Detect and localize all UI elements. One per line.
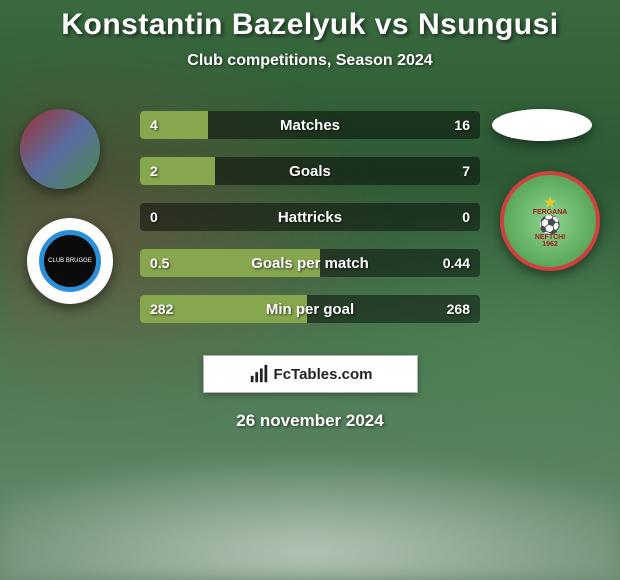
stat-row: 282Min per goal268 <box>140 295 480 323</box>
player-photo-left <box>20 109 100 189</box>
stat-value-right: 16 <box>444 111 480 139</box>
brand-text: FcTables.com <box>274 366 373 383</box>
player-photo-right <box>492 109 592 141</box>
stat-row: 0.5Goals per match0.44 <box>140 249 480 277</box>
stat-value-right: 0.44 <box>433 249 480 277</box>
stat-label: Hattricks <box>140 203 480 231</box>
ball-icon: ⚽ <box>539 216 561 234</box>
club-badge-left-inner: CLUB BRUGGE <box>39 230 101 292</box>
date-text: 26 november 2024 <box>0 411 620 431</box>
page-title: Konstantin Bazelyuk vs Nsungusi <box>0 8 620 42</box>
club-badge-right: ★ FERGANA ⚽ NEFTCHI 1962 <box>500 171 600 271</box>
stat-value-right: 7 <box>452 157 480 185</box>
stat-label: Goals per match <box>140 249 480 277</box>
brand-logo[interactable]: FcTables.com <box>203 355 418 393</box>
chart-icon <box>248 363 270 385</box>
club-right-year: 1962 <box>542 241 558 248</box>
stat-row: 4Matches16 <box>140 111 480 139</box>
page-subtitle: Club competitions, Season 2024 <box>0 52 620 70</box>
stat-label: Matches <box>140 111 480 139</box>
stat-label: Min per goal <box>140 295 480 323</box>
club-left-label: CLUB BRUGGE <box>48 258 92 264</box>
stat-value-right: 0 <box>452 203 480 231</box>
stat-value-right: 268 <box>437 295 480 323</box>
club-badge-left: CLUB BRUGGE <box>27 218 113 304</box>
comparison-area: CLUB BRUGGE ★ FERGANA ⚽ NEFTCHI 1962 4Ma… <box>0 105 620 335</box>
stat-bars: 4Matches16 2Goals7 0Hattricks0 0.5Goals per… <box>140 111 480 323</box>
stat-row: 2Goals7 <box>140 157 480 185</box>
stat-row: 0Hattricks0 <box>140 203 480 231</box>
stat-label: Goals <box>140 157 480 185</box>
club-right-bottom: NEFTCHI <box>535 234 565 241</box>
comparison-card: Konstantin Bazelyuk vs Nsungusi Club com… <box>0 0 620 431</box>
